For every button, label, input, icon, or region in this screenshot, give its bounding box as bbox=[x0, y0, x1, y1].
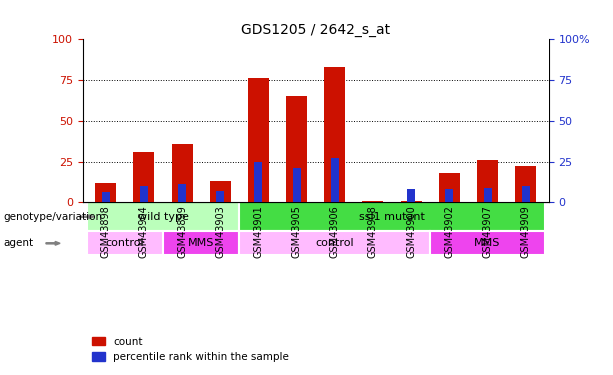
Title: GDS1205 / 2642_s_at: GDS1205 / 2642_s_at bbox=[241, 23, 390, 37]
Bar bbox=[86, 202, 239, 231]
Text: agent: agent bbox=[3, 238, 33, 248]
Bar bbox=[430, 231, 545, 255]
Text: MMS: MMS bbox=[474, 238, 501, 248]
Bar bbox=[178, 184, 186, 202]
Bar bbox=[210, 181, 230, 202]
Bar bbox=[286, 96, 307, 202]
Text: MMS: MMS bbox=[188, 238, 215, 248]
Bar bbox=[239, 231, 430, 255]
Bar bbox=[439, 173, 460, 202]
Bar bbox=[362, 201, 384, 202]
Bar bbox=[239, 202, 545, 231]
Bar bbox=[163, 231, 239, 255]
Bar bbox=[248, 78, 269, 202]
Bar bbox=[477, 160, 498, 202]
Bar bbox=[95, 183, 116, 202]
Text: wild type: wild type bbox=[137, 212, 188, 222]
Bar bbox=[216, 191, 224, 202]
Text: control: control bbox=[316, 238, 354, 248]
Bar bbox=[254, 162, 262, 202]
Text: ssl1 mutant: ssl1 mutant bbox=[359, 212, 425, 222]
Bar bbox=[172, 144, 192, 202]
Bar bbox=[292, 168, 300, 202]
Bar bbox=[407, 189, 415, 202]
Bar bbox=[102, 192, 110, 202]
Text: control: control bbox=[105, 238, 144, 248]
Text: genotype/variation: genotype/variation bbox=[3, 212, 102, 222]
Bar bbox=[134, 152, 154, 202]
Bar bbox=[484, 188, 492, 202]
Bar bbox=[401, 201, 422, 202]
Bar bbox=[86, 231, 163, 255]
Bar bbox=[331, 158, 339, 202]
Bar bbox=[446, 189, 454, 202]
Bar bbox=[515, 166, 536, 202]
Bar bbox=[522, 186, 530, 202]
Bar bbox=[140, 186, 148, 202]
Bar bbox=[324, 67, 345, 202]
Legend: count, percentile rank within the sample: count, percentile rank within the sample bbox=[88, 333, 293, 366]
